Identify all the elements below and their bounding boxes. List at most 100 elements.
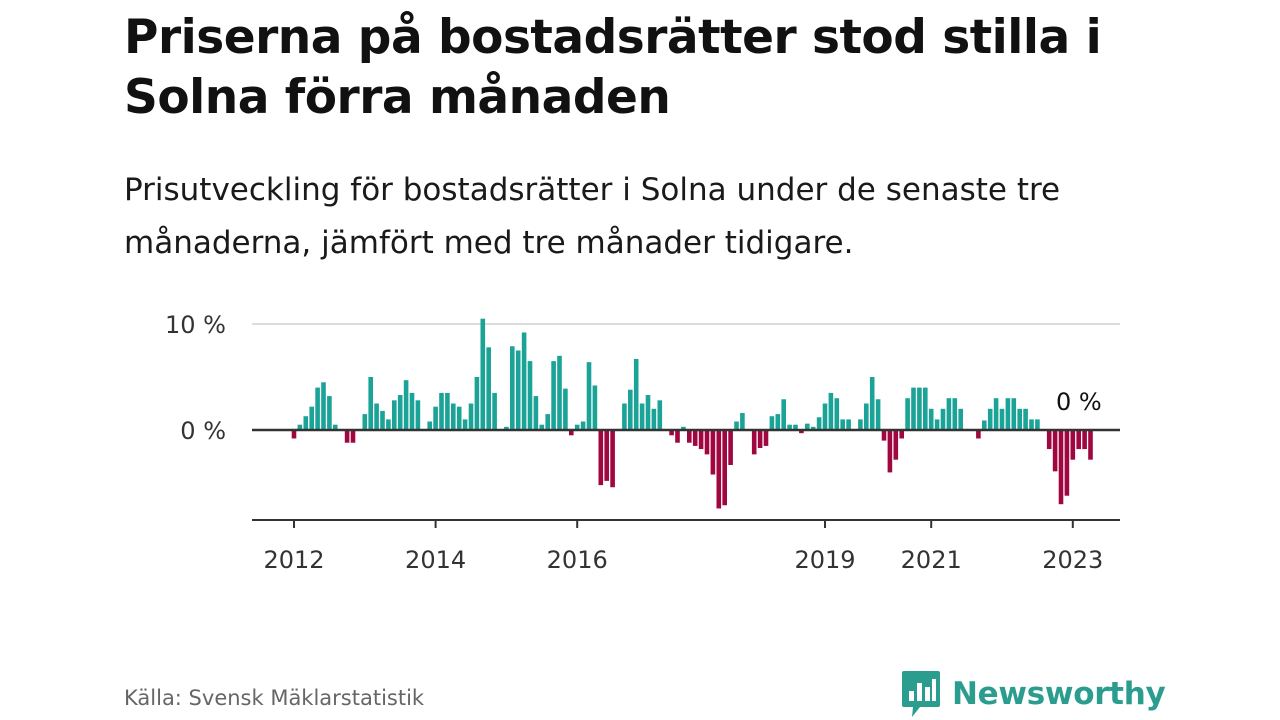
axes <box>252 428 1120 521</box>
bar <box>598 430 604 486</box>
bar <box>492 392 497 430</box>
bar <box>787 424 792 430</box>
bar <box>687 430 692 443</box>
bar <box>409 392 415 430</box>
bar <box>574 424 580 430</box>
bar <box>451 403 456 430</box>
bar <box>628 389 633 430</box>
bar <box>392 400 397 430</box>
bar-chart-speech-bubble-icon <box>902 671 940 717</box>
bar <box>1023 408 1028 430</box>
bar <box>775 414 781 430</box>
bar <box>940 408 946 430</box>
bar <box>757 430 763 449</box>
bar <box>999 408 1005 430</box>
bar <box>728 430 733 465</box>
bar <box>350 430 356 443</box>
brand-name: Newsworthy <box>952 676 1166 712</box>
bar <box>669 430 674 436</box>
chart-subtitle: Prisutveckling för bostadsrätter i Solna… <box>124 172 1061 261</box>
bar <box>864 403 869 430</box>
y-tick-label: 10 % <box>165 311 226 339</box>
bar <box>303 416 309 430</box>
bar <box>704 430 710 455</box>
bar <box>799 430 804 434</box>
bar <box>1076 430 1081 450</box>
bar <box>545 414 550 430</box>
bar <box>716 430 722 509</box>
bar <box>698 430 704 450</box>
bar <box>586 362 592 430</box>
y-tick-label: 0 % <box>180 417 226 445</box>
bar <box>521 332 527 430</box>
bar <box>427 421 432 430</box>
bar <box>580 421 586 430</box>
bar <box>1052 430 1058 472</box>
y-tick-labels: 10 % 0 % <box>165 311 226 445</box>
bar <box>610 430 615 488</box>
x-tick-label: 2019 <box>794 546 855 574</box>
bar <box>557 355 562 430</box>
bar <box>958 408 963 430</box>
bar <box>692 430 698 446</box>
bar-chart: 10 % 0 % 2012 2014 2016 2019 2021 2023 0 % <box>165 311 1120 574</box>
bar <box>327 396 332 430</box>
bar <box>763 430 769 446</box>
bar <box>722 430 727 506</box>
bar <box>781 399 786 430</box>
bar <box>982 420 987 430</box>
bar <box>551 361 556 430</box>
x-tick-label: 2014 <box>405 546 466 574</box>
bar <box>946 398 952 430</box>
bar <box>822 403 828 430</box>
bar <box>1070 430 1076 460</box>
bar <box>403 380 409 430</box>
bar <box>321 382 326 430</box>
bar <box>828 392 834 430</box>
bar <box>1088 430 1093 460</box>
bar <box>1005 398 1011 430</box>
bar <box>810 426 816 430</box>
x-tick-label: 2012 <box>263 546 324 574</box>
bar <box>504 426 509 430</box>
bar <box>415 400 421 430</box>
x-tick-label: 2016 <box>547 546 608 574</box>
bar <box>846 419 851 430</box>
bar <box>309 406 314 430</box>
bar <box>533 396 539 430</box>
bar <box>456 406 462 430</box>
bar <box>474 377 480 430</box>
bar <box>439 392 444 430</box>
bar <box>468 403 474 430</box>
bar <box>433 406 438 430</box>
bar <box>486 347 491 430</box>
bar <box>291 430 297 439</box>
bar <box>657 400 663 430</box>
bar <box>633 358 639 430</box>
bar <box>769 416 775 430</box>
bar <box>881 430 887 441</box>
bar <box>651 408 657 430</box>
bar <box>1058 430 1064 505</box>
bar <box>740 413 745 430</box>
bar <box>374 403 379 430</box>
bar <box>527 361 533 430</box>
bar <box>993 398 999 430</box>
bar <box>333 424 338 430</box>
bar <box>1064 430 1070 496</box>
bar <box>976 430 981 439</box>
bar <box>1035 419 1040 430</box>
bar <box>1046 430 1052 450</box>
bars <box>291 318 1093 509</box>
bar <box>987 408 993 430</box>
bar <box>887 430 893 473</box>
bar <box>362 414 368 430</box>
x-tick-label: 2021 <box>901 546 962 574</box>
bar <box>911 387 916 430</box>
bar <box>1011 398 1017 430</box>
bar <box>368 377 373 430</box>
bar <box>675 430 680 443</box>
bar <box>510 346 515 430</box>
bar <box>893 430 899 460</box>
last-value-label: 0 % <box>1056 388 1102 416</box>
